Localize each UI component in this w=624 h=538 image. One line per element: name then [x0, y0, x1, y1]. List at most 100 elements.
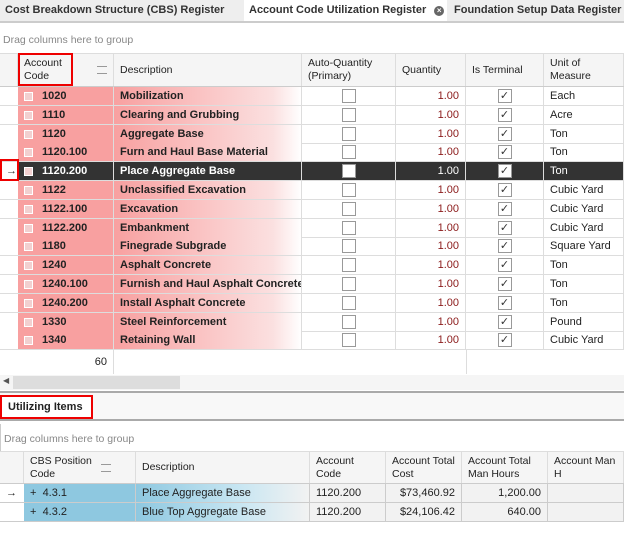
account-code-cell[interactable]: 1180 — [18, 237, 114, 256]
auto-quantity-checkbox[interactable] — [341, 107, 356, 122]
expand-icon[interactable] — [24, 186, 33, 195]
unit-of-measure-cell[interactable]: Cubic Yard — [544, 218, 624, 237]
is-terminal-cell[interactable]: ✓ — [466, 87, 544, 105]
auto-quantity-cell[interactable] — [302, 199, 396, 218]
quantity-cell[interactable]: 1.00 — [396, 256, 466, 275]
row-indicator[interactable] — [0, 293, 18, 312]
account-code-cell[interactable]: 1240.100 — [18, 275, 114, 293]
auto-quantity-cell[interactable] — [302, 237, 396, 256]
row-indicator[interactable] — [0, 143, 18, 162]
auto-quantity-cell[interactable] — [302, 256, 396, 275]
table-row[interactable]: 1240.200 Install Asphalt Concrete 1.00 ✓… — [0, 293, 624, 313]
row-indicator[interactable] — [0, 275, 18, 293]
total-cost-cell[interactable]: $73,460.92 — [386, 484, 462, 502]
expand-icon[interactable] — [24, 148, 33, 158]
expand-icon[interactable] — [24, 167, 33, 177]
auto-quantity-cell[interactable] — [302, 162, 396, 181]
auto-quantity-checkbox[interactable] — [341, 277, 356, 291]
auto-quantity-checkbox[interactable] — [341, 333, 356, 348]
is-terminal-checkbox[interactable]: ✓ — [497, 258, 512, 273]
quantity-cell[interactable]: 1.00 — [396, 331, 466, 350]
unit-of-measure-cell[interactable]: Cubic Yard — [544, 331, 624, 350]
description-cell[interactable]: Clearing and Grubbing — [114, 105, 302, 124]
man-hours-cell[interactable]: 1,200.00 — [462, 484, 548, 502]
is-terminal-cell[interactable]: ✓ — [466, 331, 544, 350]
is-terminal-cell[interactable]: ✓ — [466, 143, 544, 162]
account-code-cell[interactable]: 1120.200 — [310, 503, 386, 521]
table-row[interactable]: 1020 Mobilization 1.00 ✓ Each — [0, 87, 624, 106]
expand-icon[interactable] — [24, 110, 33, 120]
account-code-cell[interactable]: 1122.100 — [18, 199, 114, 218]
quantity-cell[interactable]: 1.00 — [396, 87, 466, 105]
expand-icon[interactable] — [24, 336, 33, 346]
sort-icon[interactable] — [101, 464, 111, 472]
unit-of-measure-cell[interactable]: Cubic Yard — [544, 181, 624, 199]
description-cell[interactable]: Mobilization — [114, 87, 302, 105]
expand-icon[interactable] — [24, 317, 33, 327]
table-row[interactable]: 1120.100 Furn and Haul Base Material 1.0… — [0, 143, 624, 163]
unit-of-measure-cell[interactable]: Square Yard — [544, 237, 624, 256]
is-terminal-cell[interactable]: ✓ — [466, 124, 544, 143]
quantity-cell[interactable]: 1.00 — [396, 312, 466, 331]
table-row[interactable]: 1180 Finegrade Subgrade 1.00 ✓ Square Ya… — [0, 237, 624, 257]
total-cost-cell[interactable]: $24,106.42 — [386, 503, 462, 521]
description-cell[interactable]: Place Aggregate Base — [114, 162, 302, 181]
description-cell[interactable]: Excavation — [114, 199, 302, 218]
table-row[interactable]: + 4.3.2 Blue Top Aggregate Base 1120.200… — [0, 503, 624, 522]
col-cbs-position-code[interactable]: CBS Position Code — [24, 452, 136, 483]
description-cell[interactable]: Embankment — [114, 218, 302, 237]
group-panel[interactable]: Drag columns here to group — [3, 34, 134, 46]
cbs-position-cell[interactable]: + 4.3.1 — [24, 484, 136, 502]
scrollbar-thumb[interactable] — [13, 376, 180, 389]
man-hours-cell[interactable]: 640.00 — [462, 503, 548, 521]
auto-quantity-checkbox[interactable] — [341, 201, 356, 216]
quantity-cell[interactable]: 1.00 — [396, 181, 466, 199]
auto-quantity-cell[interactable] — [302, 312, 396, 331]
table-row[interactable]: 1240.100 Furnish and Haul Asphalt Concre… — [0, 275, 624, 294]
is-terminal-checkbox[interactable]: ✓ — [497, 89, 512, 103]
col-auto-quantity[interactable]: Auto-Quantity (Primary) — [302, 54, 396, 86]
table-row[interactable]: 1330 Steel Reinforcement 1.00 ✓ Pound — [0, 312, 624, 332]
auto-quantity-cell[interactable] — [302, 331, 396, 350]
man-hours-extra-cell[interactable] — [548, 503, 624, 521]
description-cell[interactable]: Furnish and Haul Asphalt Concrete — [114, 275, 302, 293]
is-terminal-cell[interactable]: ✓ — [466, 181, 544, 199]
table-row[interactable]: → 1120.200 Place Aggregate Base 1.00 ✓ T… — [0, 162, 624, 182]
account-code-cell[interactable]: 1240.200 — [18, 293, 114, 312]
row-indicator[interactable] — [0, 87, 18, 105]
auto-quantity-checkbox[interactable] — [341, 145, 356, 160]
tab-foundation-setup[interactable]: Foundation Setup Data Register — [454, 4, 622, 16]
auto-quantity-checkbox[interactable] — [341, 164, 356, 179]
unit-of-measure-cell[interactable]: Ton — [544, 275, 624, 293]
unit-of-measure-cell[interactable]: Each — [544, 87, 624, 105]
col-account-code[interactable]: Account Code — [18, 54, 114, 86]
auto-quantity-cell[interactable] — [302, 124, 396, 143]
table-row[interactable]: 1240 Asphalt Concrete 1.00 ✓ Ton — [0, 256, 624, 276]
col-account-man-hours[interactable]: Account Man H — [548, 452, 624, 483]
unit-of-measure-cell[interactable]: Ton — [544, 124, 624, 143]
is-terminal-checkbox[interactable]: ✓ — [497, 295, 512, 310]
is-terminal-cell[interactable]: ✓ — [466, 105, 544, 124]
is-terminal-cell[interactable]: ✓ — [466, 256, 544, 275]
quantity-cell[interactable]: 1.00 — [396, 124, 466, 143]
is-terminal-cell[interactable]: ✓ — [466, 275, 544, 293]
row-indicator[interactable] — [0, 312, 18, 331]
is-terminal-checkbox[interactable]: ✓ — [497, 126, 512, 141]
man-hours-extra-cell[interactable] — [548, 484, 624, 502]
expand-icon[interactable] — [24, 261, 33, 271]
row-indicator[interactable] — [0, 124, 18, 143]
row-indicator[interactable] — [0, 218, 18, 237]
is-terminal-checkbox[interactable]: ✓ — [497, 239, 512, 254]
table-row[interactable]: 1340 Retaining Wall 1.00 ✓ Cubic Yard — [0, 331, 624, 351]
sort-icon[interactable] — [97, 66, 107, 74]
is-terminal-cell[interactable]: ✓ — [466, 199, 544, 218]
col-unit-of-measure[interactable]: Unit of Measure — [544, 54, 624, 86]
is-terminal-checkbox[interactable]: ✓ — [497, 333, 512, 348]
is-terminal-checkbox[interactable]: ✓ — [497, 145, 512, 160]
auto-quantity-cell[interactable] — [302, 87, 396, 105]
account-code-cell[interactable]: 1122.200 — [18, 218, 114, 237]
quantity-cell[interactable]: 1.00 — [396, 237, 466, 256]
is-terminal-cell[interactable]: ✓ — [466, 162, 544, 181]
unit-of-measure-cell[interactable]: Acre — [544, 105, 624, 124]
row-indicator[interactable]: → — [0, 162, 18, 181]
